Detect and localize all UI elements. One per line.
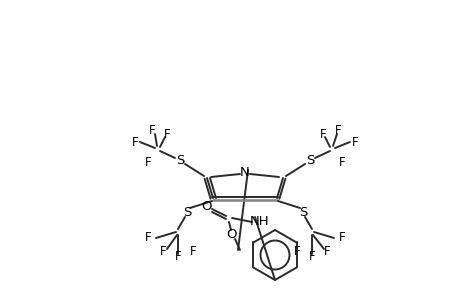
Text: F: F: [189, 245, 196, 259]
Text: F: F: [308, 250, 314, 263]
Text: F: F: [145, 232, 151, 244]
Text: NH: NH: [250, 215, 269, 229]
Text: F: F: [351, 136, 358, 148]
Text: F: F: [319, 128, 325, 140]
Text: F: F: [293, 245, 300, 259]
Text: O: O: [226, 229, 237, 242]
Text: F: F: [131, 136, 138, 148]
Text: S: S: [182, 206, 191, 218]
Text: F: F: [148, 124, 155, 137]
Text: F: F: [338, 155, 345, 169]
Text: S: S: [175, 154, 184, 167]
Text: O: O: [202, 200, 212, 214]
Text: F: F: [145, 155, 151, 169]
Text: F: F: [159, 245, 166, 259]
Text: S: S: [298, 206, 307, 218]
Text: F: F: [338, 232, 345, 244]
Text: F: F: [174, 250, 181, 263]
Text: F: F: [334, 124, 341, 137]
Text: F: F: [323, 245, 330, 259]
Text: F: F: [163, 128, 170, 140]
Text: N: N: [240, 166, 249, 178]
Text: S: S: [305, 154, 313, 167]
